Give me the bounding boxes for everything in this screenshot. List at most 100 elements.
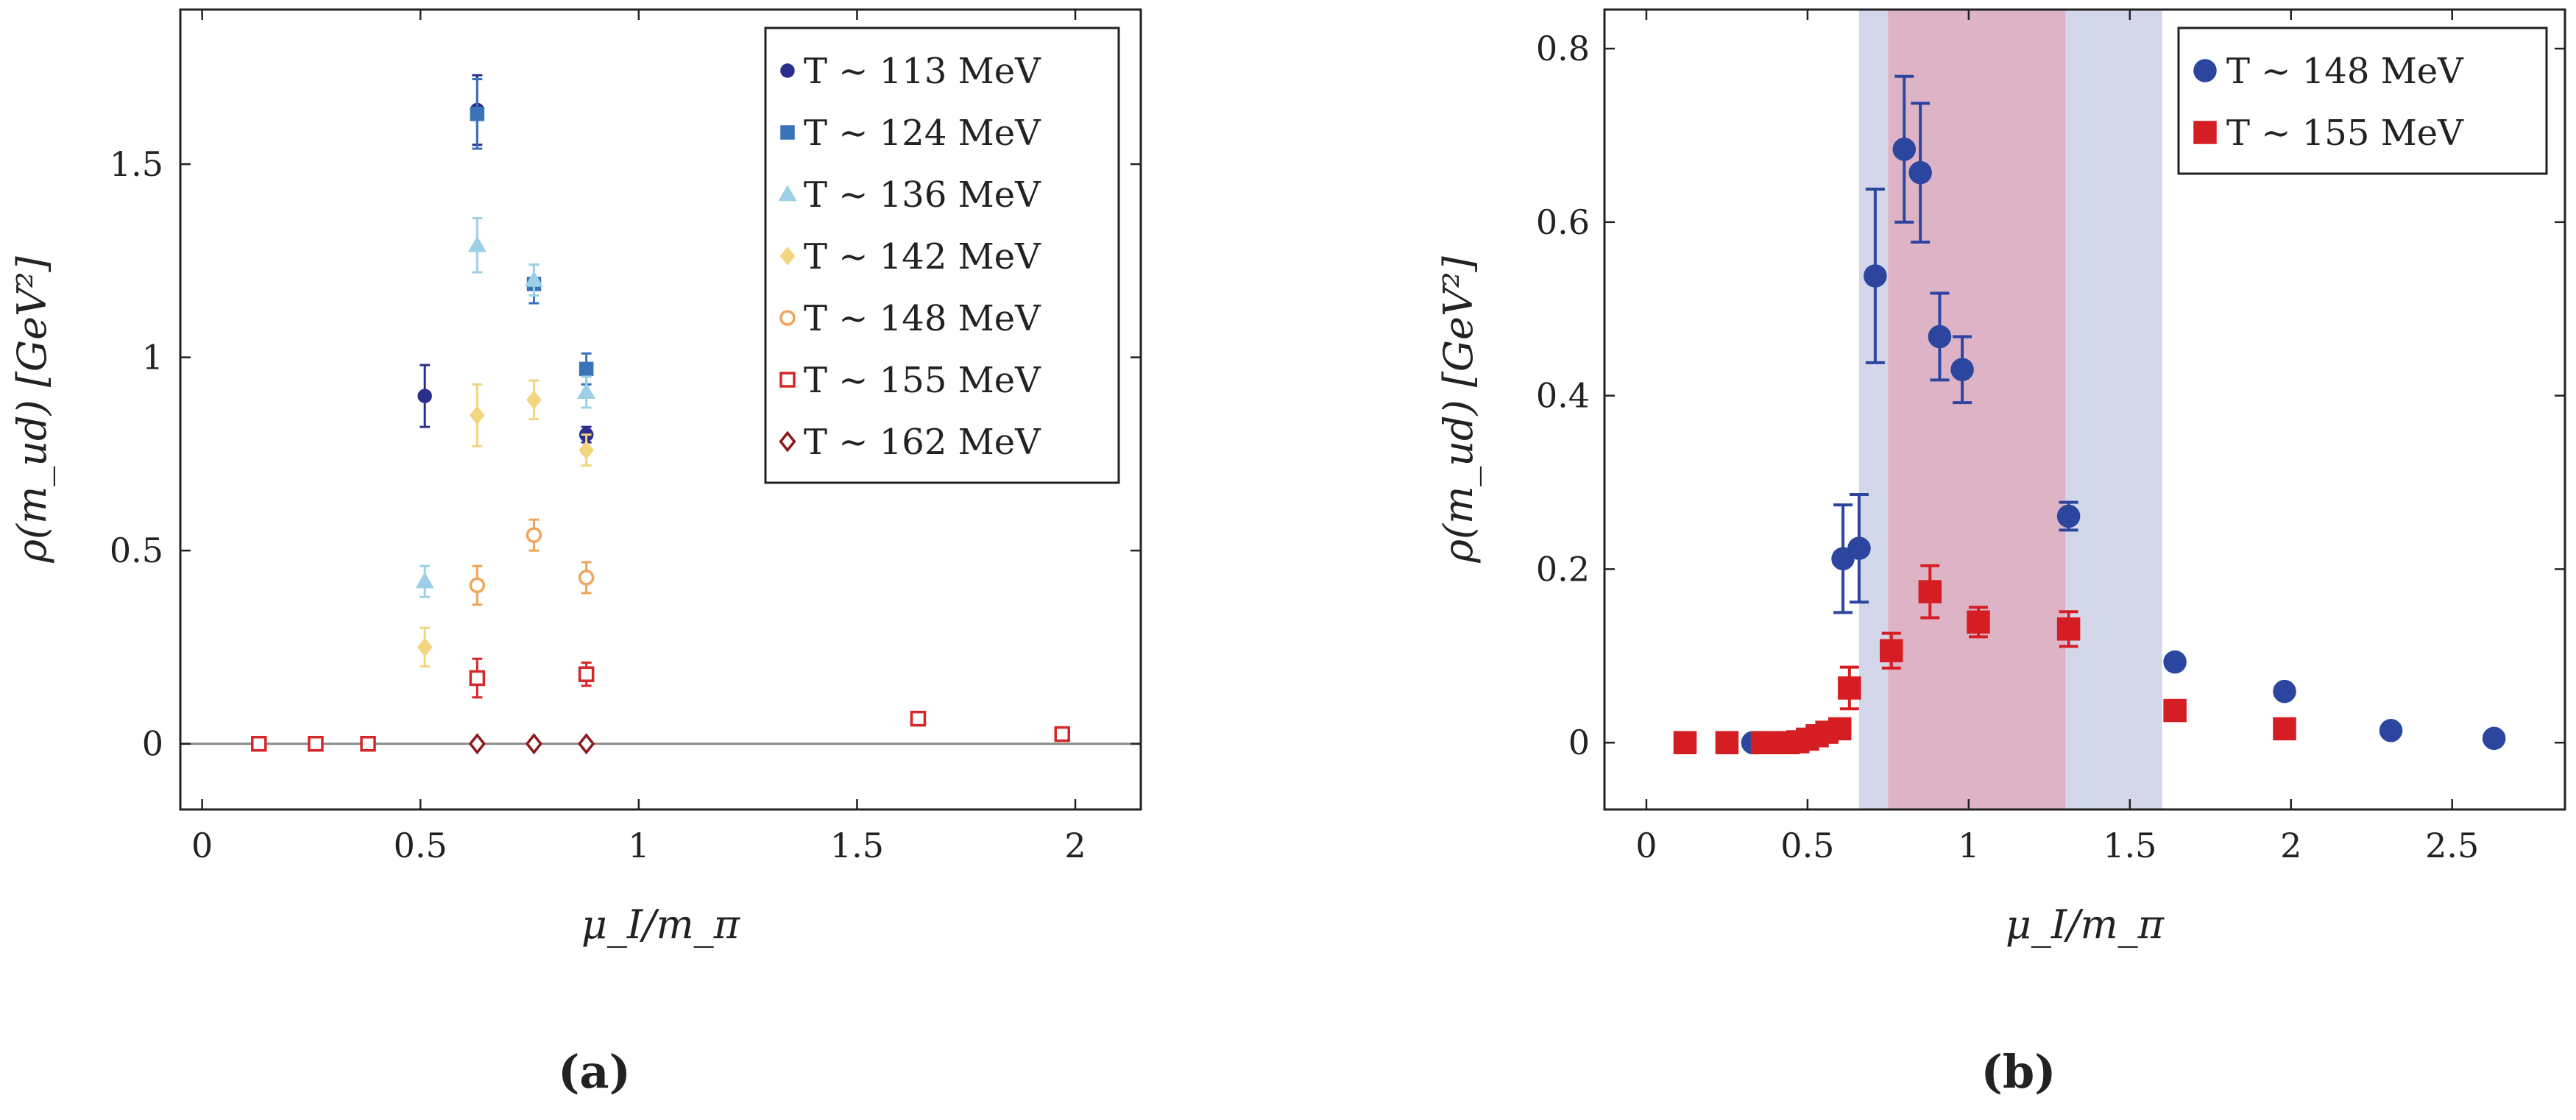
data-point: [2482, 726, 2506, 751]
data-point: [468, 733, 486, 755]
data-point: [308, 735, 324, 752]
data-point: [2056, 617, 2081, 641]
plot-area: [180, 74, 1141, 755]
plot-area: [1673, 10, 2506, 809]
legend-item-t-142-mev: T ∼ 142 MeV: [779, 236, 1041, 277]
series-t-155-mev: [1673, 564, 2296, 754]
legend-item-t-136-mev: T ∼ 136 MeV: [778, 174, 1041, 216]
series-t-155-mev: [251, 657, 1070, 752]
data-point: [1908, 160, 1932, 185]
data-point: [2163, 698, 2187, 723]
data-point: [469, 670, 486, 687]
legend-swatch: [779, 310, 796, 326]
x-tick-label: 2.5: [2425, 826, 2479, 865]
data-point: [1967, 610, 1990, 634]
x-tick-label: 0: [1635, 826, 1657, 865]
data-point: [415, 572, 434, 589]
x-axis-label: μ_I/m_π: [2006, 901, 2165, 948]
data-point: [1918, 580, 1942, 603]
data-point: [1864, 264, 1887, 288]
x-tick-label: 0.5: [394, 826, 447, 865]
y-tick-label: 0: [1568, 723, 1590, 762]
legend-label: T ∼ 162 MeV: [804, 422, 1041, 463]
y-axis-label: ρ(m_ud) [GeV²]: [1435, 255, 1482, 563]
data-point: [578, 733, 595, 755]
series-t-142-mev: [417, 379, 594, 668]
y-tick-label: 0.8: [1536, 29, 1590, 68]
legend-label: T ∼ 148 MeV: [804, 298, 1041, 339]
data-point: [1879, 639, 1903, 663]
data-point: [470, 107, 485, 121]
data-point: [1928, 325, 1952, 349]
legend-swatch: [780, 125, 795, 140]
data-point: [578, 440, 594, 460]
legend-item-t-155-mev: T ∼ 155 MeV: [779, 360, 1041, 401]
legend: T ∼ 113 MeV T ∼ 124 MeV T ∼ 136 MeV T ∼ 142…: [764, 26, 1120, 484]
data-point: [1950, 358, 1974, 382]
legend-box: [2177, 26, 2548, 175]
legend-swatch: [2193, 121, 2217, 144]
legend-swatch: [779, 372, 796, 388]
series-t-148-mev: [1741, 74, 2506, 754]
legend-item-t-113-mev: T ∼ 113 MeV: [780, 51, 1041, 92]
x-tick-label: 1.5: [830, 826, 884, 865]
series-t-113-mev: [417, 74, 594, 444]
data-point: [360, 735, 376, 752]
y-tick-label: 1: [142, 338, 163, 378]
legend-label: T ∼ 113 MeV: [804, 51, 1041, 92]
legend-item-t-124-mev: T ∼ 124 MeV: [780, 113, 1041, 154]
plot-frame: [1603, 8, 2566, 811]
data-point: [578, 570, 595, 586]
x-tick-label: 1: [628, 826, 649, 865]
data-point: [417, 637, 433, 657]
data-point: [526, 527, 542, 543]
legend-swatch: [778, 185, 797, 202]
data-point: [2273, 717, 2296, 741]
data-point: [1827, 717, 1852, 741]
legend-swatch: [2193, 59, 2217, 82]
legend-item-t-162-mev: T ∼ 162 MeV: [779, 422, 1041, 463]
legend-label: T ∼ 155 MeV: [2226, 113, 2464, 154]
data-point: [1715, 731, 1739, 754]
legend-label: T ∼ 124 MeV: [804, 113, 1041, 154]
data-point: [578, 666, 595, 682]
legend-item-t-148-mev: T ∼ 148 MeV: [779, 298, 1041, 339]
series-t-162-mev: [468, 733, 595, 755]
x-tick-label: 2: [1064, 826, 1086, 865]
shaded-band-2: [1888, 10, 2066, 809]
x-tick-label: 1: [1958, 826, 1979, 865]
x-tick-label: 2: [2280, 826, 2301, 865]
x-tick-label: 1.5: [2103, 826, 2156, 865]
data-point: [1838, 676, 1861, 700]
y-tick-label: 0.5: [110, 531, 163, 570]
data-point: [2056, 504, 2081, 528]
legend-label: T ∼ 136 MeV: [804, 174, 1041, 216]
x-tick-label: 0: [191, 826, 213, 865]
panel-a: 0 0.5 1 1.5 2 0 0.5 1 1.5 μ_I/m_π ρ(m_ud) [GeV²] T …: [9, 8, 1142, 1099]
data-point: [251, 735, 267, 752]
data-point: [1673, 731, 1697, 754]
y-axis-label: ρ(m_ud) [GeV²]: [9, 255, 55, 563]
legend-label: T ∼ 155 MeV: [804, 360, 1041, 401]
data-point: [417, 389, 432, 403]
legend-item-t-148-mev: T ∼ 148 MeV: [2193, 51, 2464, 92]
plot-frame: [179, 8, 1142, 811]
data-point: [577, 383, 596, 400]
data-point: [1892, 138, 1917, 161]
y-tick-label: 0.2: [1536, 549, 1590, 589]
data-point: [1054, 726, 1070, 742]
data-point: [578, 361, 594, 377]
data-point: [467, 235, 486, 252]
data-point: [526, 390, 542, 410]
data-point: [524, 270, 544, 287]
data-point: [2163, 650, 2187, 674]
series-t-148-mev: [469, 518, 595, 606]
data-point: [1847, 536, 1871, 560]
data-point: [470, 405, 485, 425]
y-tick-label: 0: [142, 724, 163, 764]
series-t-136-mev: [415, 217, 596, 598]
legend-item-t-155-mev: T ∼ 155 MeV: [2193, 113, 2464, 154]
legend-label: T ∼ 148 MeV: [2226, 51, 2464, 92]
x-axis-label: μ_I/m_π: [581, 901, 741, 948]
